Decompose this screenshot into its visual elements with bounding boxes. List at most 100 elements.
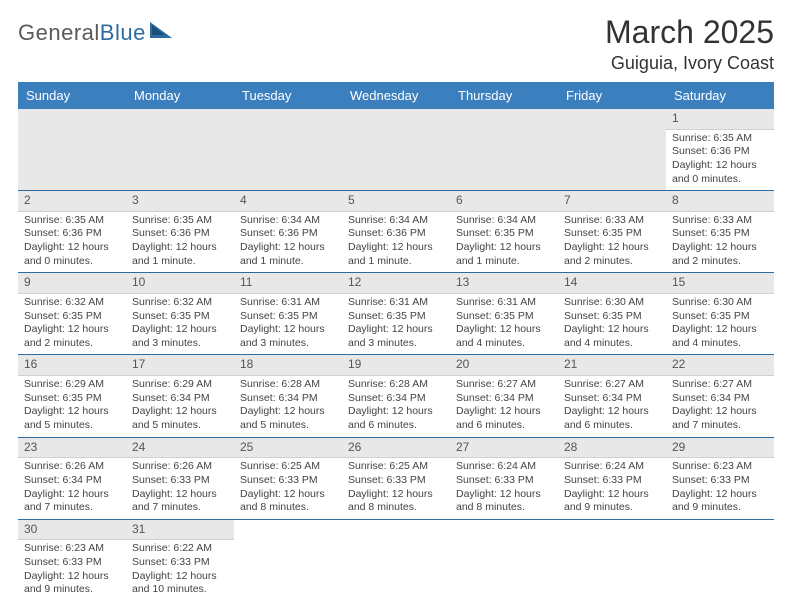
sunset-line: Sunset: 6:36 PM <box>24 227 120 241</box>
header: GeneralBlue March 2025 Guiguia, Ivory Co… <box>18 14 774 74</box>
day-number: 24 <box>126 438 234 459</box>
sunset-line: Sunset: 6:33 PM <box>132 556 228 570</box>
day-body: Sunrise: 6:33 AMSunset: 6:35 PMDaylight:… <box>666 212 774 273</box>
daylight-line: Daylight: 12 hours and 5 minutes. <box>240 405 336 432</box>
sunset-line: Sunset: 6:36 PM <box>672 145 768 159</box>
calendar-body: 1Sunrise: 6:35 AMSunset: 6:36 PMDaylight… <box>18 109 774 601</box>
weekday-header: Tuesday <box>234 82 342 109</box>
sunset-line: Sunset: 6:34 PM <box>240 392 336 406</box>
sunset-line: Sunset: 6:35 PM <box>348 310 444 324</box>
day-body: Sunrise: 6:35 AMSunset: 6:36 PMDaylight:… <box>18 212 126 273</box>
sunrise-line: Sunrise: 6:24 AM <box>564 460 660 474</box>
daylight-line: Daylight: 12 hours and 3 minutes. <box>240 323 336 350</box>
calendar-cell: 16Sunrise: 6:29 AMSunset: 6:35 PMDayligh… <box>18 355 126 437</box>
calendar-cell: 15Sunrise: 6:30 AMSunset: 6:35 PMDayligh… <box>666 273 774 355</box>
daylight-line: Daylight: 12 hours and 3 minutes. <box>348 323 444 350</box>
flag-icon <box>150 22 176 45</box>
month-title: March 2025 <box>605 14 774 51</box>
calendar-cell: 2Sunrise: 6:35 AMSunset: 6:36 PMDaylight… <box>18 191 126 273</box>
day-number: 27 <box>450 438 558 459</box>
day-body: Sunrise: 6:25 AMSunset: 6:33 PMDaylight:… <box>234 458 342 519</box>
calendar-cell: 18Sunrise: 6:28 AMSunset: 6:34 PMDayligh… <box>234 355 342 437</box>
sunrise-line: Sunrise: 6:25 AM <box>240 460 336 474</box>
day-body: Sunrise: 6:27 AMSunset: 6:34 PMDaylight:… <box>450 376 558 437</box>
day-body: Sunrise: 6:31 AMSunset: 6:35 PMDaylight:… <box>234 294 342 355</box>
sunset-line: Sunset: 6:34 PM <box>348 392 444 406</box>
calendar-cell: 25Sunrise: 6:25 AMSunset: 6:33 PMDayligh… <box>234 437 342 519</box>
sunset-line: Sunset: 6:33 PM <box>132 474 228 488</box>
daylight-line: Daylight: 12 hours and 2 minutes. <box>672 241 768 268</box>
daylight-line: Daylight: 12 hours and 6 minutes. <box>564 405 660 432</box>
day-number: 16 <box>18 355 126 376</box>
calendar-cell <box>450 109 558 191</box>
sunrise-line: Sunrise: 6:35 AM <box>672 132 768 146</box>
day-body: Sunrise: 6:26 AMSunset: 6:33 PMDaylight:… <box>126 458 234 519</box>
day-body: Sunrise: 6:26 AMSunset: 6:34 PMDaylight:… <box>18 458 126 519</box>
day-body: Sunrise: 6:30 AMSunset: 6:35 PMDaylight:… <box>558 294 666 355</box>
day-number: 5 <box>342 191 450 212</box>
daylight-line: Daylight: 12 hours and 1 minute. <box>132 241 228 268</box>
day-number: 10 <box>126 273 234 294</box>
sunrise-line: Sunrise: 6:22 AM <box>132 542 228 556</box>
calendar-cell <box>666 519 774 601</box>
day-number: 6 <box>450 191 558 212</box>
sunrise-line: Sunrise: 6:29 AM <box>132 378 228 392</box>
day-body: Sunrise: 6:33 AMSunset: 6:35 PMDaylight:… <box>558 212 666 273</box>
sunrise-line: Sunrise: 6:35 AM <box>132 214 228 228</box>
sunrise-line: Sunrise: 6:32 AM <box>132 296 228 310</box>
sunrise-line: Sunrise: 6:23 AM <box>24 542 120 556</box>
day-body: Sunrise: 6:22 AMSunset: 6:33 PMDaylight:… <box>126 540 234 601</box>
day-body: Sunrise: 6:35 AMSunset: 6:36 PMDaylight:… <box>126 212 234 273</box>
day-number: 11 <box>234 273 342 294</box>
day-number: 23 <box>18 438 126 459</box>
day-body: Sunrise: 6:31 AMSunset: 6:35 PMDaylight:… <box>342 294 450 355</box>
daylight-line: Daylight: 12 hours and 7 minutes. <box>132 488 228 515</box>
sunset-line: Sunset: 6:35 PM <box>132 310 228 324</box>
sunrise-line: Sunrise: 6:27 AM <box>564 378 660 392</box>
day-number: 3 <box>126 191 234 212</box>
day-number: 30 <box>18 520 126 541</box>
daylight-line: Daylight: 12 hours and 6 minutes. <box>456 405 552 432</box>
sunset-line: Sunset: 6:34 PM <box>672 392 768 406</box>
calendar-cell: 8Sunrise: 6:33 AMSunset: 6:35 PMDaylight… <box>666 191 774 273</box>
calendar-cell: 4Sunrise: 6:34 AMSunset: 6:36 PMDaylight… <box>234 191 342 273</box>
calendar-cell: 20Sunrise: 6:27 AMSunset: 6:34 PMDayligh… <box>450 355 558 437</box>
sunset-line: Sunset: 6:33 PM <box>456 474 552 488</box>
calendar-row: 2Sunrise: 6:35 AMSunset: 6:36 PMDaylight… <box>18 191 774 273</box>
daylight-line: Daylight: 12 hours and 4 minutes. <box>456 323 552 350</box>
sunset-line: Sunset: 6:33 PM <box>348 474 444 488</box>
calendar-table: SundayMondayTuesdayWednesdayThursdayFrid… <box>18 82 774 601</box>
sunset-line: Sunset: 6:34 PM <box>456 392 552 406</box>
day-number: 31 <box>126 520 234 541</box>
sunrise-line: Sunrise: 6:34 AM <box>348 214 444 228</box>
sunset-line: Sunset: 6:35 PM <box>456 310 552 324</box>
sunset-line: Sunset: 6:36 PM <box>348 227 444 241</box>
day-number: 25 <box>234 438 342 459</box>
daylight-line: Daylight: 12 hours and 7 minutes. <box>24 488 120 515</box>
daylight-line: Daylight: 12 hours and 8 minutes. <box>456 488 552 515</box>
calendar-cell: 13Sunrise: 6:31 AMSunset: 6:35 PMDayligh… <box>450 273 558 355</box>
sunrise-line: Sunrise: 6:34 AM <box>240 214 336 228</box>
calendar-cell: 9Sunrise: 6:32 AMSunset: 6:35 PMDaylight… <box>18 273 126 355</box>
daylight-line: Daylight: 12 hours and 9 minutes. <box>24 570 120 597</box>
calendar-cell <box>558 519 666 601</box>
sunrise-line: Sunrise: 6:29 AM <box>24 378 120 392</box>
day-body: Sunrise: 6:27 AMSunset: 6:34 PMDaylight:… <box>666 376 774 437</box>
daylight-line: Daylight: 12 hours and 1 minute. <box>348 241 444 268</box>
sunrise-line: Sunrise: 6:31 AM <box>240 296 336 310</box>
daylight-line: Daylight: 12 hours and 7 minutes. <box>672 405 768 432</box>
day-number: 1 <box>666 109 774 130</box>
sunrise-line: Sunrise: 6:25 AM <box>348 460 444 474</box>
sunset-line: Sunset: 6:35 PM <box>240 310 336 324</box>
calendar-row: 23Sunrise: 6:26 AMSunset: 6:34 PMDayligh… <box>18 437 774 519</box>
calendar-cell: 7Sunrise: 6:33 AMSunset: 6:35 PMDaylight… <box>558 191 666 273</box>
sunrise-line: Sunrise: 6:28 AM <box>348 378 444 392</box>
daylight-line: Daylight: 12 hours and 10 minutes. <box>132 570 228 597</box>
daylight-line: Daylight: 12 hours and 5 minutes. <box>132 405 228 432</box>
daylight-line: Daylight: 12 hours and 1 minute. <box>456 241 552 268</box>
day-number: 14 <box>558 273 666 294</box>
sunrise-line: Sunrise: 6:30 AM <box>564 296 660 310</box>
day-number: 29 <box>666 438 774 459</box>
day-body: Sunrise: 6:34 AMSunset: 6:36 PMDaylight:… <box>234 212 342 273</box>
calendar-cell: 31Sunrise: 6:22 AMSunset: 6:33 PMDayligh… <box>126 519 234 601</box>
